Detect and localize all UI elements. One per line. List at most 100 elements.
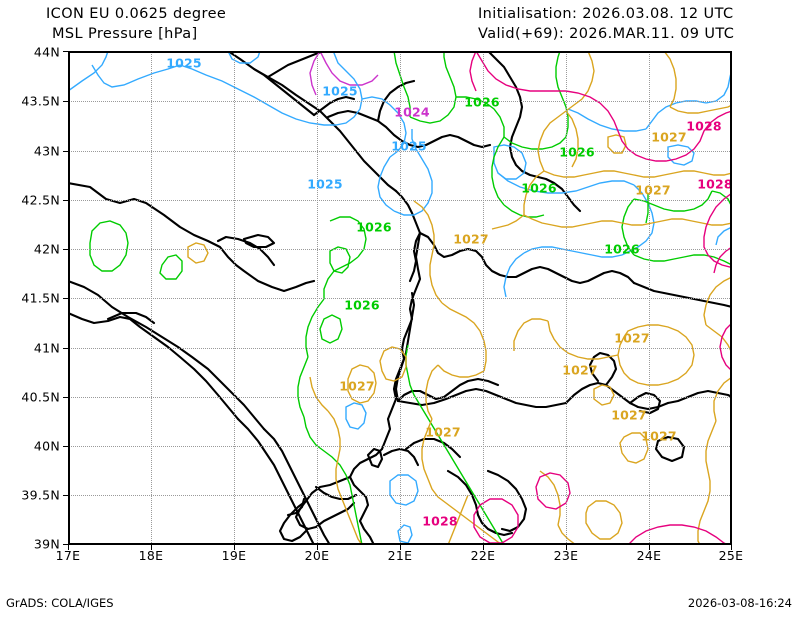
coastline-italy-detail bbox=[216, 235, 276, 267]
xtick-23E bbox=[566, 545, 567, 550]
contour-1027-s-bottom bbox=[447, 494, 469, 545]
gridline-horizontal-41N bbox=[68, 348, 732, 349]
contour-1027-branch bbox=[565, 110, 579, 168]
contour-label: 1027 bbox=[641, 428, 677, 444]
contour-level-1027 bbox=[187, 51, 732, 545]
contour-1025-mid bbox=[377, 156, 395, 212]
contour-1026-n2 bbox=[409, 51, 457, 124]
contour-1026-left5 bbox=[303, 416, 363, 545]
ytick-label-43.5N: 43.5N bbox=[21, 93, 60, 109]
contour-1024-a bbox=[319, 51, 379, 86]
contour-1027-n2 bbox=[537, 110, 567, 172]
coastline-pelop-inner bbox=[286, 497, 306, 517]
contour-1026-left3 bbox=[305, 298, 325, 358]
ytick-42.5N bbox=[63, 200, 68, 201]
contour-1025-e-long bbox=[497, 172, 635, 194]
xtick-24E bbox=[649, 545, 650, 550]
contour-label: 1026 bbox=[559, 144, 595, 160]
gridline-horizontal-43.5N bbox=[68, 101, 732, 102]
contour-level-1024 bbox=[309, 51, 379, 96]
coastline-peloponnese bbox=[294, 475, 356, 531]
contour-1027-ne-top bbox=[663, 51, 677, 108]
contour-1027-e-blob bbox=[593, 384, 615, 406]
contour-1025-s-drop2 bbox=[389, 474, 419, 506]
contour-1025-e-long4 bbox=[503, 252, 525, 298]
contour-1027-nw-small bbox=[607, 134, 627, 154]
coastline-gargano bbox=[242, 233, 276, 249]
contour-1027-gr4 bbox=[425, 364, 439, 420]
header-initialisation: Initialisation: 2026.03.08. 12 UTC bbox=[478, 6, 734, 22]
ytick-41N bbox=[63, 348, 68, 349]
contour-label: 1027 bbox=[453, 231, 489, 247]
contour-label: 1026 bbox=[356, 219, 392, 235]
contour-1025-ne bbox=[567, 108, 647, 132]
contour-1027-n4 bbox=[523, 170, 545, 215]
coastline-corfu bbox=[366, 447, 384, 469]
ytick-44N bbox=[63, 51, 68, 52]
contour-1027-n3 bbox=[543, 170, 732, 178]
ytick-43N bbox=[63, 151, 68, 152]
xtick-25E bbox=[731, 545, 732, 550]
contour-1028-se-edge bbox=[627, 524, 729, 545]
contour-1026-inner-a bbox=[329, 246, 351, 274]
ytick-label-42.5N: 42.5N bbox=[21, 192, 60, 208]
xtick-22E bbox=[483, 545, 484, 550]
ytick-label-40N: 40N bbox=[33, 438, 60, 454]
ytick-40N bbox=[63, 446, 68, 447]
coastline-chalkidiki bbox=[564, 381, 670, 411]
contour-label: 1028 bbox=[422, 513, 458, 529]
xtick-label-22E: 22E bbox=[470, 548, 496, 563]
contour-1027-e2 bbox=[547, 320, 619, 360]
contour-1025-loop-a bbox=[493, 144, 527, 180]
ytick-41.5N bbox=[63, 298, 68, 299]
contour-label: 1027 bbox=[635, 182, 671, 198]
contour-1026-n4 bbox=[503, 136, 567, 150]
contour-1025-e-long3 bbox=[523, 246, 623, 258]
coastline-layer bbox=[68, 51, 732, 545]
xtick-17E bbox=[68, 545, 69, 550]
contour-map-plot: 1025 1025 1024 1026 1025 1026 1027 1028 … bbox=[63, 51, 733, 550]
coastline-calabria bbox=[262, 427, 332, 545]
gridline-horizontal-41.5N bbox=[68, 298, 732, 299]
ytick-label-43N: 43N bbox=[33, 143, 60, 159]
contour-1027-e1 bbox=[617, 324, 695, 386]
footer-credit: GrADS: COLA/IGES bbox=[6, 596, 114, 610]
contour-1027-mid2 bbox=[491, 214, 525, 230]
contour-label: 1025 bbox=[322, 83, 358, 99]
plot-frame bbox=[68, 51, 732, 545]
contour-label: 1028 bbox=[686, 118, 722, 134]
contour-label: 1025 bbox=[391, 138, 427, 154]
contour-1027-s3 bbox=[327, 410, 363, 545]
border-albania-nmk bbox=[408, 231, 422, 283]
xtick-label-20E: 20E bbox=[304, 548, 330, 563]
contour-1027-gr3 bbox=[437, 364, 485, 378]
contour-label: 1024 bbox=[394, 104, 430, 120]
contour-label: 1028 bbox=[697, 176, 733, 192]
xtick-label-24E: 24E bbox=[636, 548, 662, 563]
contour-1026-italy-blob bbox=[89, 220, 129, 272]
border-north-macedonia bbox=[418, 231, 636, 285]
gridline-horizontal-42.5N bbox=[68, 200, 732, 201]
contour-1025-nw bbox=[91, 64, 181, 88]
coastline-aegean-island-1 bbox=[654, 435, 686, 463]
footer-timestamp: 2026-03-08-16:24 bbox=[687, 596, 792, 610]
gridline-horizontal-43N bbox=[68, 151, 732, 152]
contour-1027-s1 bbox=[421, 418, 433, 480]
contour-1026-sm1 bbox=[159, 254, 183, 280]
contour-label: 1025 bbox=[166, 55, 202, 71]
gridline-horizontal-40N bbox=[68, 446, 732, 447]
border-bosnia bbox=[326, 109, 492, 149]
contour-1027-ne-top2 bbox=[669, 104, 732, 114]
contour-1026-c1 bbox=[491, 136, 505, 206]
xtick-21E bbox=[400, 545, 401, 550]
contour-1027-se1 bbox=[619, 432, 649, 464]
contour-1028-e-right bbox=[719, 322, 732, 372]
coastline-pelop-south bbox=[278, 499, 308, 543]
header-field-name: MSL Pressure [hPa] bbox=[52, 26, 198, 42]
contour-1025-bubble-2 bbox=[333, 51, 363, 126]
contour-1028-n-stem bbox=[469, 51, 477, 92]
contour-label: 1027 bbox=[651, 129, 687, 145]
ytick-40.5N bbox=[63, 397, 68, 398]
contour-label: 1027 bbox=[425, 424, 461, 440]
gridline-horizontal-42N bbox=[68, 249, 732, 250]
